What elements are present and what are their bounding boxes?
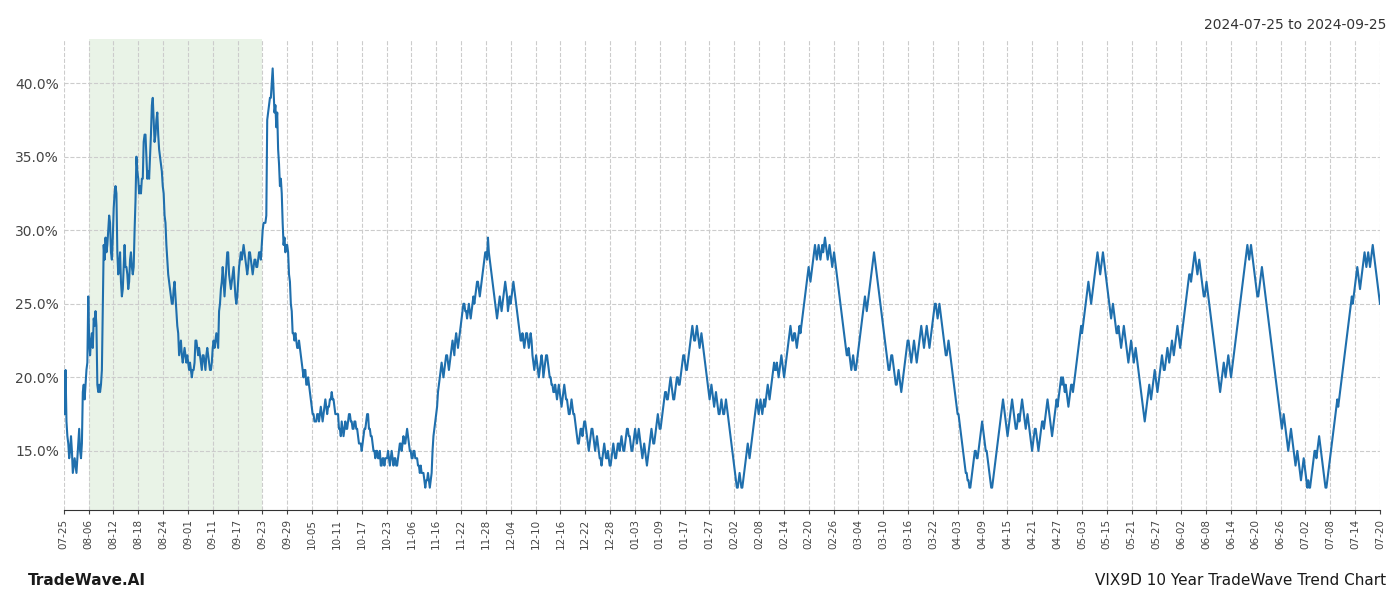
- Text: VIX9D 10 Year TradeWave Trend Chart: VIX9D 10 Year TradeWave Trend Chart: [1095, 573, 1386, 588]
- Text: TradeWave.AI: TradeWave.AI: [28, 573, 146, 588]
- Text: 2024-07-25 to 2024-09-25: 2024-07-25 to 2024-09-25: [1204, 18, 1386, 32]
- Bar: [88, 39, 262, 510]
